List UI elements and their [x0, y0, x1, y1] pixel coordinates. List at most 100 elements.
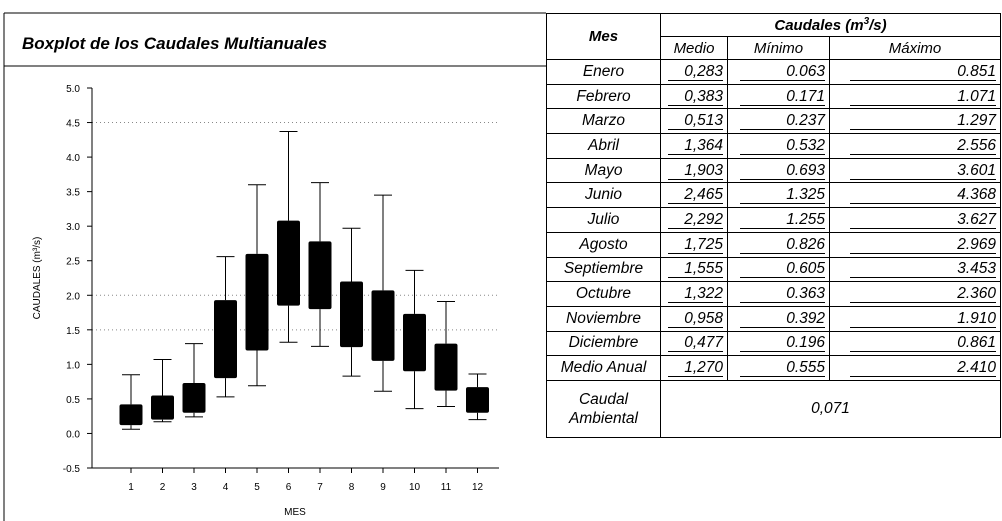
medio-cell: 0,477: [660, 330, 728, 357]
month-cell: Noviembre: [546, 305, 661, 332]
minimo-cell: 0.171: [727, 83, 830, 110]
medio-cell: 0,513: [660, 108, 728, 135]
maximo-cell: 2.410: [828, 355, 1002, 381]
maximo-cell: 4.368: [828, 182, 1002, 209]
y-tick-label: 5.0: [66, 84, 80, 95]
medio-cell: 1,364: [660, 133, 728, 159]
minimo-cell: 0.063: [727, 59, 830, 85]
y-tick-label: 1.0: [66, 360, 80, 371]
box: [403, 313, 426, 372]
maximo-cell: 2.556: [828, 133, 1002, 159]
box: [466, 387, 489, 413]
month-cell: Enero: [546, 59, 661, 85]
table-row-caudal-ambiental: Caudal Ambiental 0,071: [546, 379, 1002, 438]
month-cell: Febrero: [546, 83, 661, 110]
month-cell: Septiembre: [546, 256, 661, 283]
box: [277, 220, 300, 306]
maximo-cell: 0.861: [828, 330, 1002, 357]
table-row: Junio 2,465 1.325 4.368: [546, 182, 1002, 209]
medio-cell: 0,958: [660, 305, 728, 332]
minimo-cell: 0.532: [727, 133, 830, 159]
minimo-cell: 0.196: [727, 330, 830, 357]
maximo-cell: 3.601: [828, 157, 1002, 184]
minimo-cell: 0.826: [727, 231, 830, 258]
caudal-ambiental-label: Caudal Ambiental: [546, 379, 661, 438]
table-row: Medio Anual 1,270 0.555 2.410: [546, 355, 1002, 381]
y-tick-label: 1.5: [66, 326, 80, 337]
y-tick-label: 0.5: [66, 395, 80, 406]
table-row: Abril 1,364 0.532 2.556: [546, 133, 1002, 159]
boxplot-chart: 5.04.54.03.53.02.52.01.51.00.50.0-0.51 2 3…: [32, 84, 499, 518]
box: [182, 383, 206, 413]
box: [340, 281, 363, 348]
minimo-cell: 0.392: [727, 305, 830, 332]
table-row: Febrero 0,383 0.171 1.071: [546, 83, 1002, 110]
medio-cell: 1,903: [660, 157, 728, 184]
month-cell: Marzo: [546, 108, 661, 135]
x-axis-label: MES: [284, 507, 306, 518]
table-row: Diciembre 0,477 0.196 0.861: [546, 330, 1002, 357]
x-tick-label: 4: [223, 482, 229, 493]
y-tick-label: 3.5: [66, 188, 80, 199]
box: [434, 343, 458, 391]
y-tick-label: 4.0: [66, 153, 80, 164]
box: [308, 241, 332, 310]
medio-cell: 1,555: [660, 256, 728, 283]
table-row: Marzo 0,513 0.237 1.297: [546, 108, 1002, 135]
medio-cell: 1,322: [660, 281, 728, 307]
y-tick-label: 0.0: [66, 429, 80, 440]
maximo-cell: 2.969: [828, 231, 1002, 258]
x-tick-label: 5: [254, 482, 260, 493]
minimo-cell: 0.363: [727, 281, 830, 307]
chart-title: Boxplot de los Caudales Multianuales: [22, 34, 328, 53]
month-cell: Abril: [546, 133, 661, 159]
caudales-table: Mes Caudales (m3/s) Medio Mínimo Máximo …: [546, 13, 1002, 438]
table-row: Noviembre 0,958 0.392 1.910: [546, 305, 1002, 332]
month-cell: Medio Anual: [546, 355, 661, 381]
box: [119, 404, 143, 426]
medio-cell: 1,270: [660, 355, 728, 381]
minimo-cell: 1.325: [727, 182, 830, 209]
medio-cell: 2,292: [660, 207, 728, 233]
maximo-cell: 3.627: [828, 207, 1002, 233]
medio-cell: 1,725: [660, 231, 728, 258]
box: [371, 290, 395, 361]
caudal-ambiental-value: 0,071: [659, 379, 1002, 438]
x-tick-label: 12: [472, 482, 484, 493]
x-tick-label: 8: [349, 482, 355, 493]
minimo-cell: 0.693: [727, 157, 830, 184]
minimo-cell: 0.555: [727, 355, 830, 381]
x-tick-label: 11: [441, 482, 452, 493]
y-tick-label: 4.5: [66, 119, 80, 130]
header-maximo: Máximo: [828, 36, 1002, 60]
table-row: Agosto 1,725 0.826 2.969: [546, 231, 1002, 258]
box: [214, 300, 237, 379]
table-row: Septiembre 1,555 0.605 3.453: [546, 256, 1002, 283]
header-caudales: Caudales (m3/s): [659, 13, 1002, 37]
medio-cell: 2,465: [660, 182, 728, 209]
maximo-cell: 1.910: [828, 305, 1002, 332]
box: [151, 395, 174, 420]
month-cell: Julio: [546, 207, 661, 233]
month-cell: Agosto: [546, 231, 661, 258]
maximo-cell: 3.453: [828, 256, 1002, 283]
table-row: Octubre 1,322 0.363 2.360: [546, 281, 1002, 307]
x-tick-label: 6: [286, 482, 292, 493]
y-tick-label: 2.5: [66, 257, 80, 268]
minimo-cell: 0.237: [727, 108, 830, 135]
month-cell: Mayo: [546, 157, 661, 184]
maximo-cell: 1.071: [828, 83, 1002, 110]
month-cell: Junio: [546, 182, 661, 209]
maximo-cell: 2.360: [828, 281, 1002, 307]
header-mes: Mes: [546, 13, 661, 60]
month-cell: Diciembre: [546, 330, 661, 357]
medio-cell: 0,283: [660, 59, 728, 85]
x-tick-label: 2: [160, 482, 166, 493]
x-tick-label: 9: [380, 482, 386, 493]
y-tick-label: 3.0: [66, 222, 80, 233]
maximo-cell: 0.851: [828, 59, 1002, 85]
header-medio: Medio: [660, 36, 728, 60]
table-row: Julio 2,292 1.255 3.627: [546, 207, 1002, 233]
minimo-cell: 1.255: [727, 207, 830, 233]
